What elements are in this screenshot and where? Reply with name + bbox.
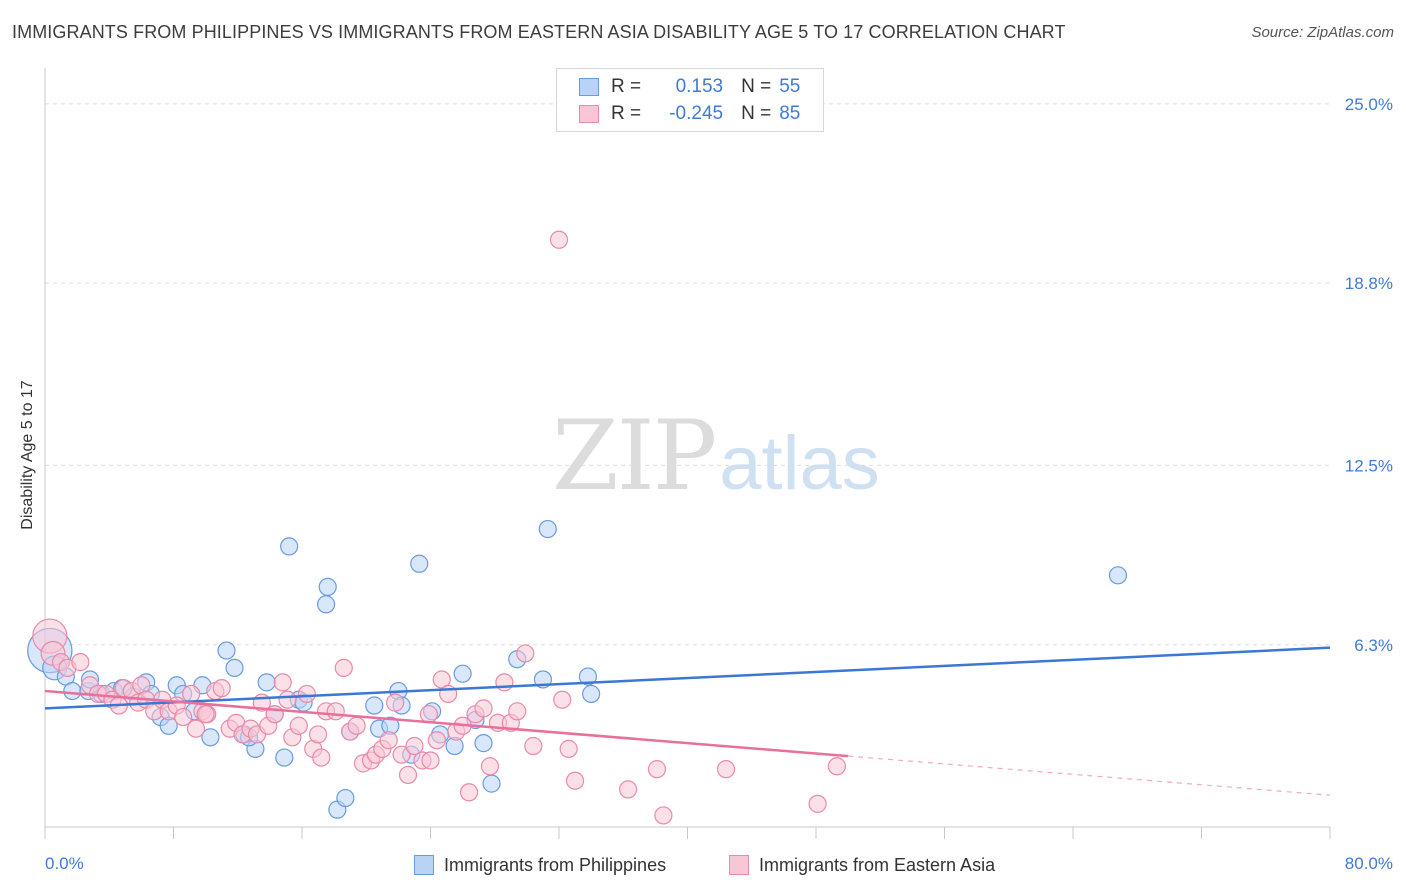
philippines-point (582, 684, 601, 704)
eastern-asia-point (297, 684, 316, 704)
eastern-asia-point (516, 644, 535, 663)
y-tick-label: 6.3% (1354, 636, 1393, 655)
eastern-asia-trend-line-extension (848, 755, 1331, 796)
philippines-point (1108, 566, 1128, 585)
eastern-asia-point (654, 806, 673, 825)
philippines-point (482, 774, 501, 793)
legend-n-label: N = (741, 76, 772, 97)
eastern-asia-point (196, 705, 215, 724)
legend-r-value: -0.245 (669, 103, 724, 124)
philippines-point (318, 577, 337, 597)
eastern-asia-point (827, 757, 846, 776)
philippines-point (365, 696, 384, 715)
watermark-atlas: atlas (719, 421, 880, 506)
eastern-asia-point (334, 658, 353, 678)
legend-swatch-eastern-asia (579, 105, 599, 123)
philippines-point (225, 658, 244, 678)
watermark: ZIPatlas (552, 400, 880, 512)
philippines-point (474, 734, 493, 753)
eastern-asia-point (174, 707, 193, 727)
philippines-point (453, 664, 472, 683)
legend-r-label: R = (611, 76, 642, 97)
eastern-asia-point (559, 739, 578, 758)
eastern-asia-point (278, 690, 297, 709)
legend-swatch-philippines (579, 78, 599, 96)
eastern-asia-point (480, 757, 500, 776)
y-tick-label: 12.5% (1345, 456, 1393, 475)
eastern-asia-point (289, 716, 308, 735)
bottom-legend-philippines: Immigrants from Philippines (414, 852, 666, 878)
x-tick-label: 0.0% (45, 854, 84, 873)
eastern-asia-trend-line (44, 689, 849, 758)
source-credit: Source: ZipAtlas.com (1251, 24, 1394, 41)
y-tick-label: 25.0% (1345, 95, 1393, 114)
legend-n-value: 55 (779, 76, 801, 97)
eastern-asia-point (553, 690, 572, 709)
philippines-point (257, 673, 276, 692)
legend-row-eastern-asia: R = -0.245 N = 85 (579, 102, 800, 126)
eastern-asia-point (618, 780, 638, 799)
eastern-asia-point (392, 745, 411, 764)
eastern-asia-point (182, 684, 201, 704)
legend-n-value: 85 (779, 103, 801, 124)
y-tick-label: 18.8% (1345, 274, 1393, 293)
eastern-asia-point (386, 693, 405, 712)
eastern-asia-point (405, 736, 424, 756)
philippines-point (336, 788, 355, 808)
eastern-asia-point (212, 679, 231, 698)
philippines-point (578, 667, 598, 686)
x-tick-label: 80.0% (1345, 854, 1393, 873)
bottom-legend-eastern-asia: Immigrants from Eastern Asia (729, 852, 995, 878)
eastern-asia-point (549, 230, 569, 249)
eastern-asia-point (347, 716, 366, 735)
eastern-asia-point (379, 731, 398, 750)
philippines-point (410, 554, 429, 573)
legend-n-label: N = (741, 103, 772, 124)
philippines-point (316, 595, 336, 614)
bottom-legend-swatch-philippines (414, 855, 434, 875)
eastern-asia-point (474, 699, 493, 718)
eastern-asia-point (495, 673, 514, 692)
correlation-legend: R = 0.153 N = 55 R = -0.245 N = 85 (556, 68, 824, 132)
eastern-asia-point (647, 760, 667, 779)
eastern-asia-point (459, 783, 479, 802)
eastern-asia-point (312, 748, 331, 767)
legend-r-label: R = (611, 103, 642, 124)
bottom-legend-label-philippines: Immigrants from Philippines (444, 854, 667, 875)
eastern-asia-point (308, 725, 328, 744)
eastern-asia-point (398, 765, 418, 785)
philippines-point (201, 728, 220, 747)
eastern-asia-point (186, 719, 206, 738)
philippines-point (63, 681, 82, 701)
eastern-asia-point (421, 751, 440, 770)
legend-r-value: 0.153 (675, 76, 724, 97)
bottom-legend-label-eastern-asia: Immigrants from Eastern Asia (759, 854, 996, 875)
eastern-asia-point (524, 736, 543, 756)
philippines-trend-line (44, 646, 1331, 710)
eastern-asia-point (565, 771, 585, 790)
eastern-asia-point (808, 794, 827, 813)
eastern-asia-point (71, 653, 90, 672)
eastern-asia-point (273, 673, 292, 692)
chart-title: IMMIGRANTS FROM PHILIPPINES VS IMMIGRANT… (12, 22, 1066, 42)
eastern-asia-point (508, 702, 527, 721)
eastern-asia-point (326, 702, 345, 721)
eastern-asia-point (419, 705, 438, 724)
eastern-asia-point (716, 760, 736, 779)
bottom-legend-swatch-eastern-asia (729, 855, 749, 875)
legend-row-philippines: R = 0.153 N = 55 (579, 75, 800, 99)
eastern-asia-point (427, 731, 447, 750)
watermark-zip: ZIP (552, 400, 717, 512)
philippines-point (275, 748, 294, 767)
philippines-point (280, 537, 299, 556)
philippines-point (217, 641, 236, 660)
philippines-point (538, 519, 557, 539)
